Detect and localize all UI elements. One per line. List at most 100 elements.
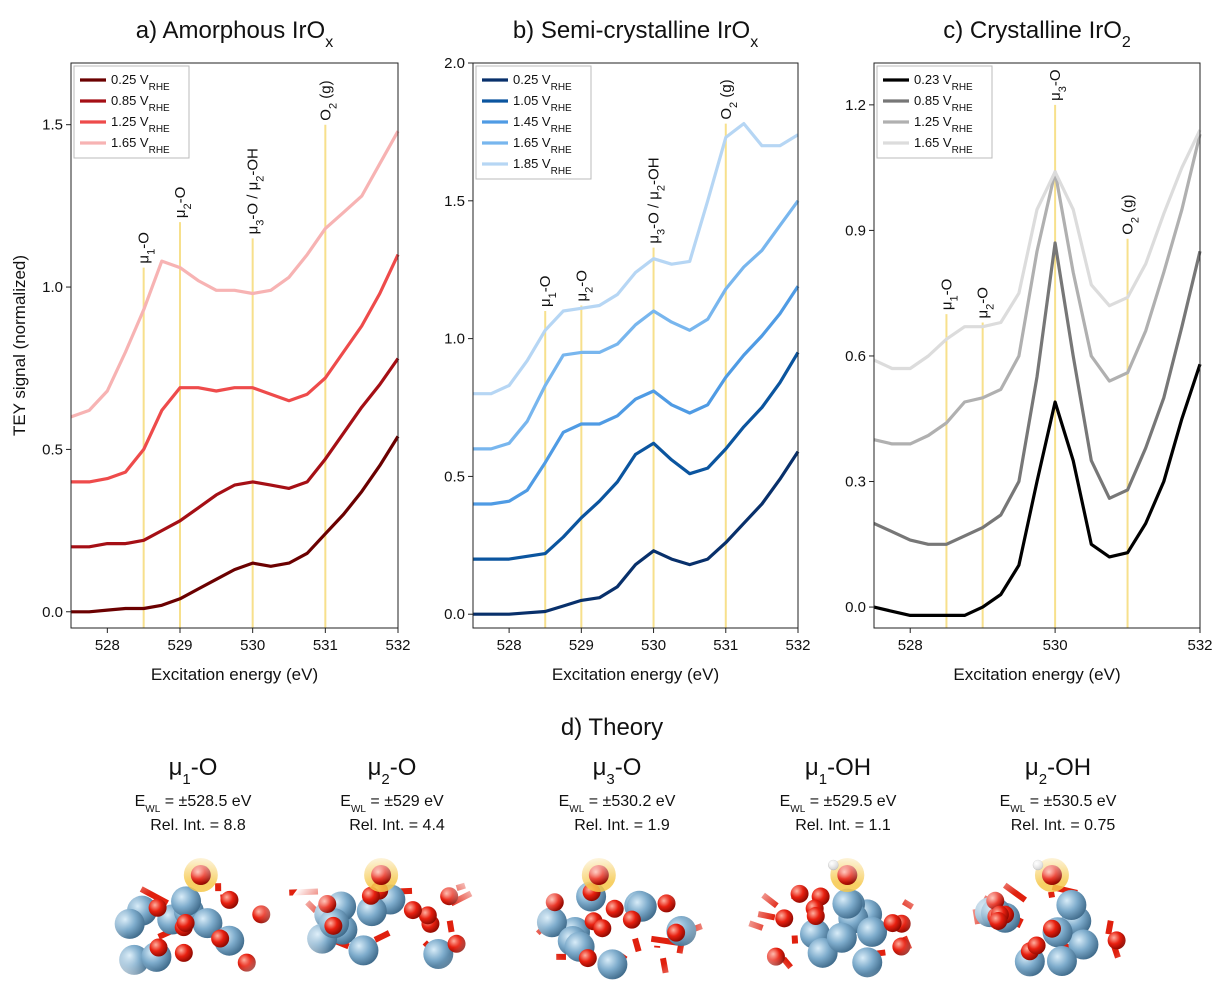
y-tick-label: 1.5 xyxy=(444,193,465,210)
subscript: RHE xyxy=(952,124,973,135)
theory-energy: EWL = ±530.5 eV xyxy=(1000,793,1117,815)
theory-intensity: Rel. Int. = 0.75 xyxy=(1011,817,1116,834)
subscript: WL xyxy=(351,804,366,815)
text-part: E xyxy=(780,793,791,810)
structure-image xyxy=(83,850,303,997)
subscript: RHE xyxy=(149,82,170,93)
annotation-label: μ3-O / μ2-OH xyxy=(245,148,267,234)
text-part: μ xyxy=(136,255,153,264)
text-part: E xyxy=(135,793,146,810)
subscript: RHE xyxy=(149,145,170,156)
annotation-label: μ2-O xyxy=(975,287,997,318)
annotation-label: μ1-O xyxy=(537,276,559,307)
series-line xyxy=(473,452,798,615)
y-tick-label: 0.0 xyxy=(42,604,63,621)
theory-name: μ2-OH xyxy=(1025,754,1091,788)
x-tick-label: 529 xyxy=(167,637,192,654)
x-tick-label: 530 xyxy=(641,637,666,654)
theory-name: μ2-O xyxy=(368,754,417,788)
text-part: 0.23 V xyxy=(914,72,952,87)
subscript: RHE xyxy=(551,82,572,93)
fade-mask xyxy=(507,850,727,997)
text-part: μ xyxy=(245,226,262,235)
subscript: RHE xyxy=(551,103,572,114)
text-part: (g) xyxy=(1120,194,1137,217)
text-part: μ xyxy=(1047,92,1064,101)
subscript: RHE xyxy=(952,82,973,93)
x-axis-label: Excitation energy (eV) xyxy=(953,665,1120,684)
subscript: 2 xyxy=(1122,34,1131,51)
structure-image xyxy=(282,850,502,997)
text-part: μ xyxy=(537,298,554,307)
subscript: RHE xyxy=(551,124,572,135)
series-line xyxy=(874,243,1200,544)
text-part: O xyxy=(317,109,334,121)
theory-name: μ1-O xyxy=(169,754,218,788)
text-part: -O xyxy=(573,270,590,287)
text-part: = ±529.5 eV xyxy=(805,793,896,810)
text-part: -O / μ xyxy=(245,182,262,220)
text-part: μ xyxy=(938,301,955,310)
y-tick-label: 0.5 xyxy=(42,441,63,458)
fade-mask xyxy=(83,850,303,997)
series-line xyxy=(71,436,398,611)
text-part: -O xyxy=(390,754,417,781)
text-part: 1.45 V xyxy=(513,114,551,129)
x-tick-label: 529 xyxy=(569,637,594,654)
text-part: μ xyxy=(646,235,663,244)
x-tick-label: 532 xyxy=(785,637,810,654)
y-tick-label: 0.0 xyxy=(444,606,465,623)
x-tick-label: 530 xyxy=(240,637,265,654)
theory-intensity: Rel. Int. = 8.8 xyxy=(150,817,246,834)
annotation-label: μ3-O / μ2-OH xyxy=(646,157,668,243)
subscript: WL xyxy=(145,804,160,815)
x-tick-label: 530 xyxy=(1043,637,1068,654)
subscript: WL xyxy=(569,804,584,815)
fade-mask xyxy=(728,850,948,997)
x-tick-label: 531 xyxy=(713,637,738,654)
text-part: -O xyxy=(191,754,218,781)
x-axis-label: Excitation energy (eV) xyxy=(151,665,318,684)
annotation-label: μ1-O xyxy=(136,232,158,263)
x-tick-label: 528 xyxy=(497,637,522,654)
x-axis-label: Excitation energy (eV) xyxy=(552,665,719,684)
text-part: -OH xyxy=(245,148,262,176)
annotation-label: O2 (g) xyxy=(1120,194,1142,234)
subscript: 2 xyxy=(381,771,389,788)
structure-image xyxy=(948,850,1168,997)
subscript: 1 xyxy=(819,771,827,788)
text-part: 1.65 V xyxy=(111,135,149,150)
subscript: RHE xyxy=(149,103,170,114)
structure-image xyxy=(507,850,727,997)
annotation-label: μ1-O xyxy=(938,279,960,310)
annotation-label: O2 (g) xyxy=(317,80,339,120)
text-part: b) Semi-crystalline IrO xyxy=(513,17,750,44)
text-part: 0.25 V xyxy=(111,72,149,87)
x-tick-label: 532 xyxy=(385,637,410,654)
annotation-label: μ2-O xyxy=(172,187,194,218)
text-part: 1.05 V xyxy=(513,93,551,108)
text-part: c) Crystalline IrO xyxy=(943,17,1122,44)
text-part: a) Amorphous IrO xyxy=(136,17,325,44)
text-part: 0.85 V xyxy=(914,93,952,108)
subscript: RHE xyxy=(551,145,572,156)
annotation-label: μ2-O xyxy=(573,270,595,301)
subscript: RHE xyxy=(952,103,973,114)
y-tick-label: 0.5 xyxy=(444,468,465,485)
theory-name: μ1-OH xyxy=(805,754,871,788)
text-part: μ xyxy=(573,293,590,302)
theory-energy: EWL = ±528.5 eV xyxy=(135,793,252,815)
text-part: (g) xyxy=(718,79,735,102)
subscript: WL xyxy=(1010,804,1025,815)
text-part: (g) xyxy=(317,80,334,103)
subscript: 3 xyxy=(606,771,614,788)
text-part: E xyxy=(340,793,351,810)
x-tick-label: 531 xyxy=(313,637,338,654)
text-part: = ±528.5 eV xyxy=(160,793,251,810)
text-part: μ xyxy=(169,754,183,781)
subscript: 1 xyxy=(182,771,190,788)
text-part: O xyxy=(1120,223,1137,235)
text-part: -O xyxy=(1047,69,1064,86)
text-part: -O xyxy=(172,187,189,204)
